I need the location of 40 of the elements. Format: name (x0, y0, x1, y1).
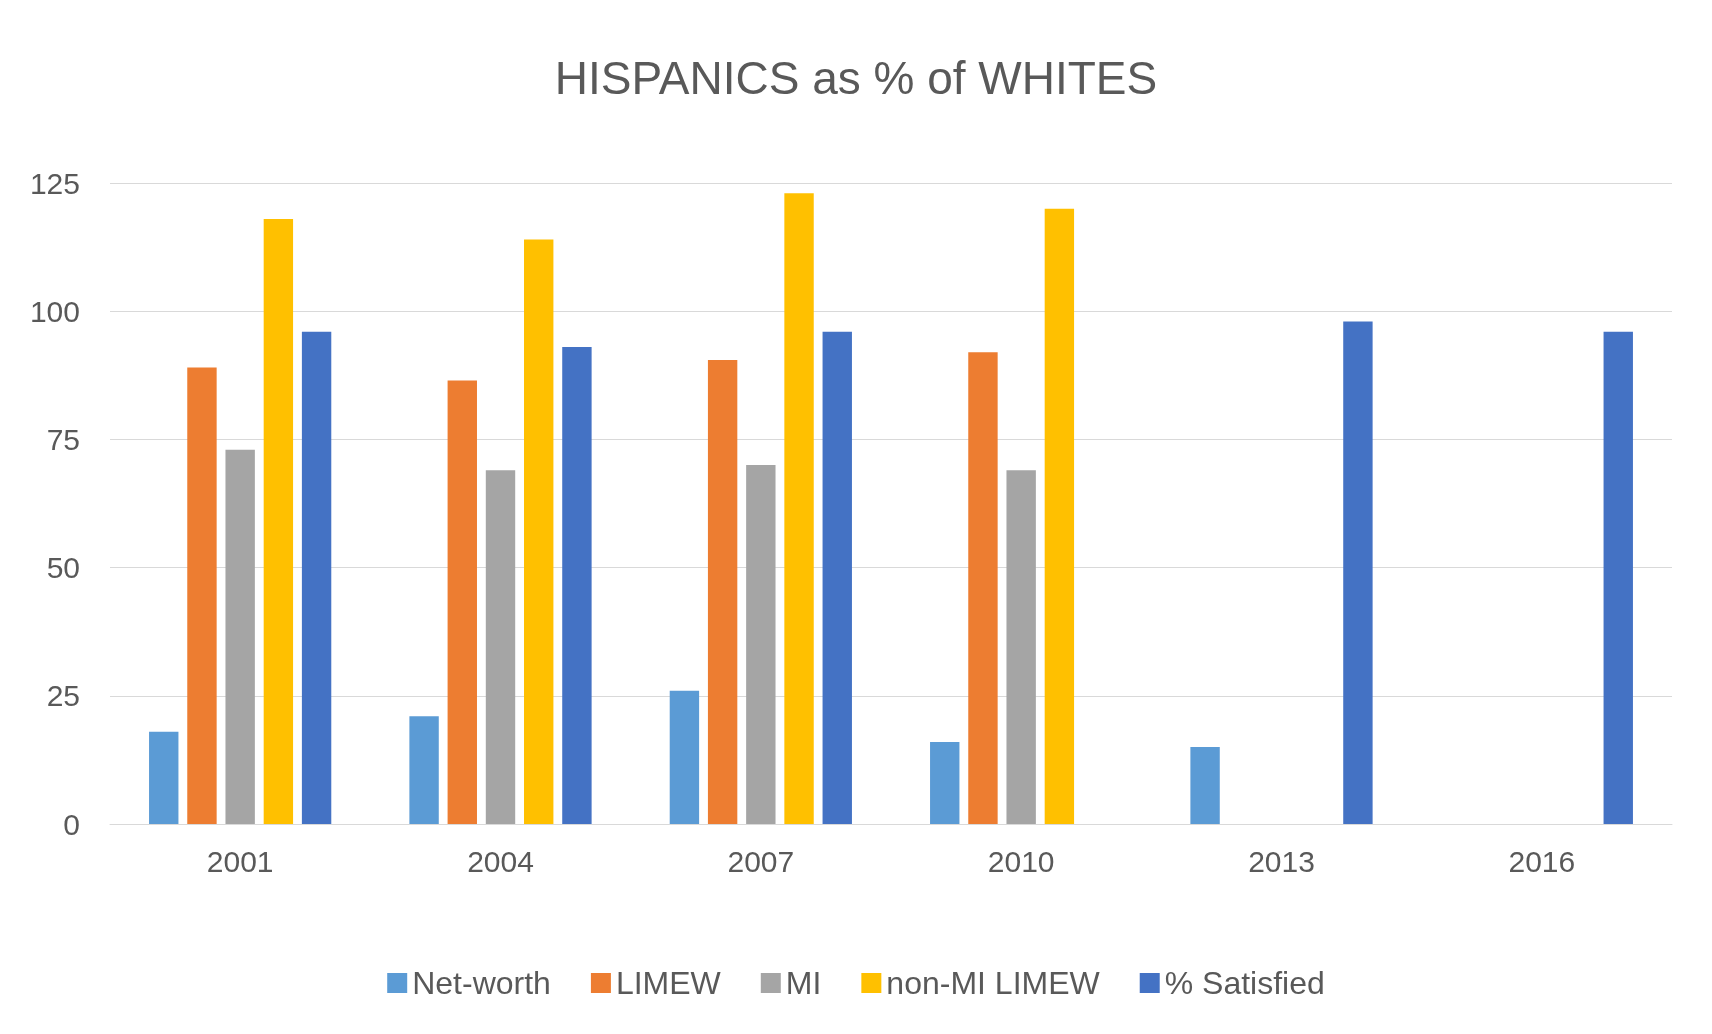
bar (1343, 321, 1373, 824)
bar (822, 331, 852, 824)
bar (524, 239, 554, 824)
bar (263, 218, 294, 824)
y-tick-label: 75 (46, 422, 80, 456)
bar (930, 741, 960, 824)
x-tick-label: 2013 (1248, 844, 1315, 878)
x-tick-label: 2016 (1508, 844, 1576, 878)
legend-label: MI (785, 965, 822, 1001)
bar (1190, 747, 1220, 824)
legend-label: LIMEW (615, 965, 722, 1001)
x-tick-label: 2010 (987, 844, 1055, 878)
bar (669, 690, 700, 824)
bar (447, 380, 477, 824)
x-tick-label: 2007 (727, 844, 795, 878)
bar (1044, 208, 1075, 824)
legend-label: non-MI LIMEW (886, 965, 1101, 1001)
y-tick-label: 0 (63, 807, 80, 841)
legend-label: % Satisfied (1164, 965, 1325, 1001)
bar (707, 359, 738, 824)
bar (968, 352, 998, 824)
bar (187, 367, 217, 824)
bar (409, 716, 439, 824)
bar (149, 731, 179, 824)
y-tick-label: 25 (46, 679, 80, 713)
x-tick-label: 2001 (206, 844, 274, 878)
x-tick-label: 2004 (467, 844, 534, 878)
bar (485, 470, 516, 824)
bar (784, 193, 814, 824)
chart-title: HISPANICS as % of WHITES (554, 52, 1158, 104)
bar (1006, 470, 1036, 824)
bar (225, 449, 255, 824)
y-tick-label: 50 (46, 551, 80, 585)
y-tick-label: 125 (29, 166, 80, 200)
bar (746, 465, 776, 824)
bar (562, 347, 592, 824)
bar (301, 331, 332, 824)
legend-label: Net-worth (412, 965, 551, 1001)
bar (1603, 331, 1633, 824)
y-tick-label: 100 (29, 294, 80, 328)
